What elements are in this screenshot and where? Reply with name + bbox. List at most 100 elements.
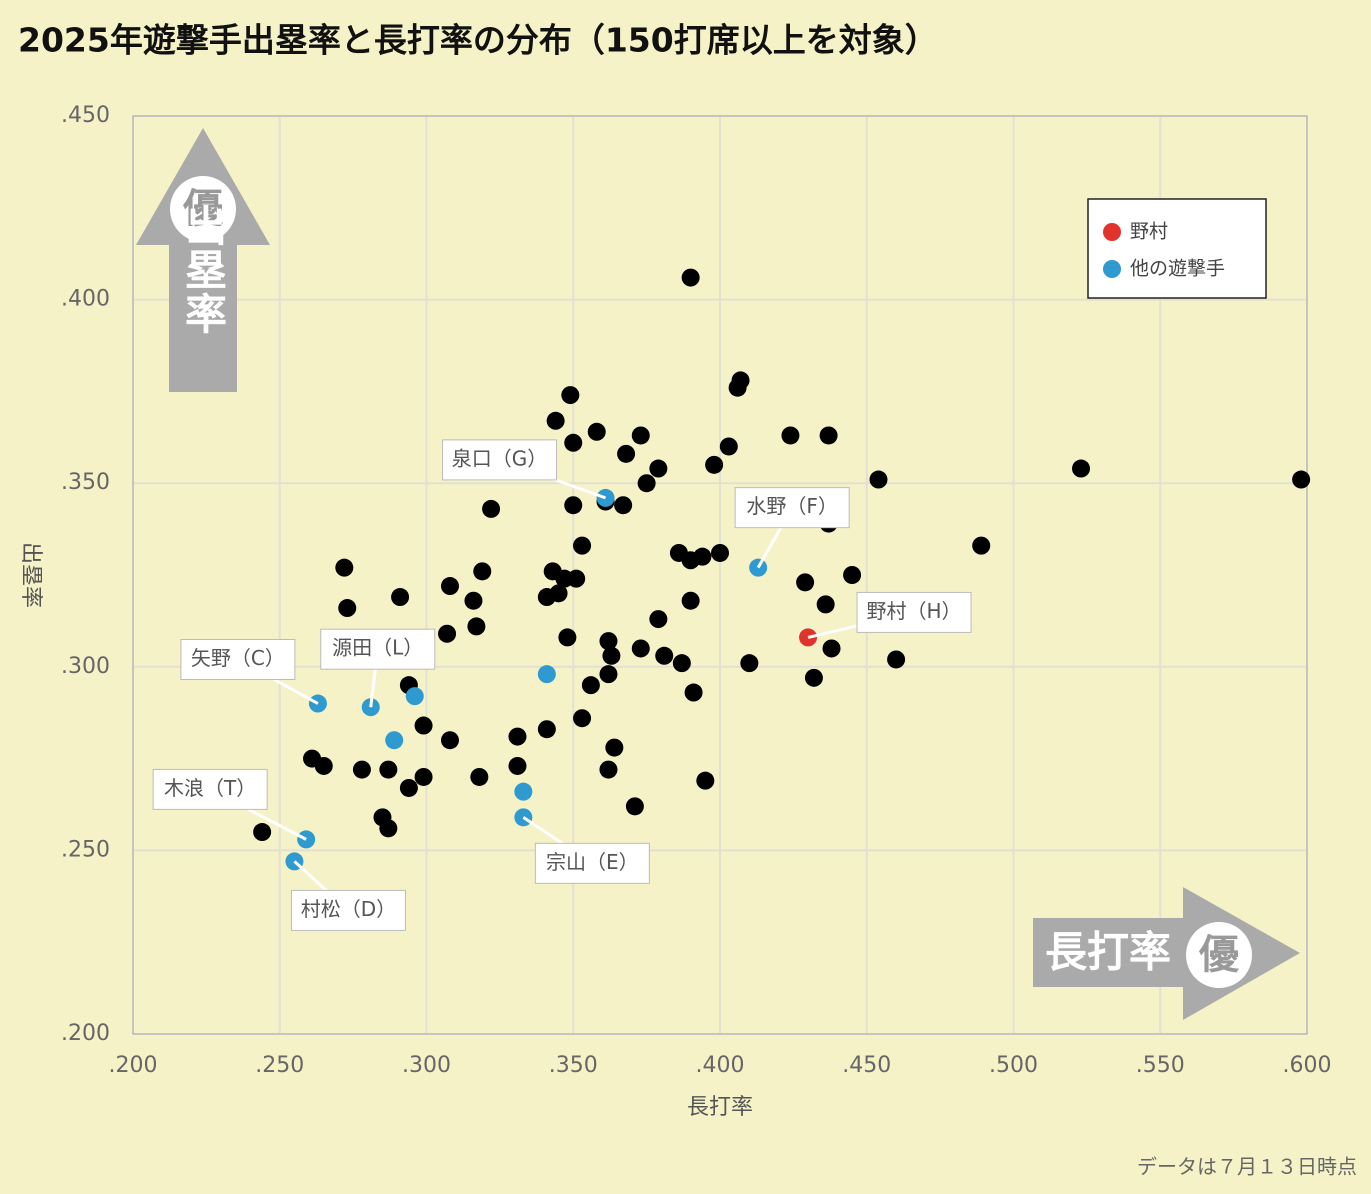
point — [887, 650, 906, 669]
point — [672, 654, 691, 673]
x-axis-label: 長打率 — [687, 1095, 753, 1120]
point — [537, 720, 556, 739]
point — [625, 797, 644, 816]
point — [508, 727, 527, 746]
x-badge: 優 — [1198, 932, 1240, 978]
y-tick-label: .250 — [61, 837, 110, 862]
callout-label: 宗山（E） — [546, 850, 639, 874]
point — [696, 771, 715, 790]
x-arrow-text: 長打率 — [1045, 928, 1171, 977]
x-tick-label: .400 — [696, 1053, 745, 1078]
x-badge-circle — [1186, 922, 1252, 988]
point — [440, 577, 459, 596]
point — [804, 668, 823, 687]
point — [599, 665, 618, 684]
callout-label: 泉口（G） — [452, 446, 548, 470]
point — [631, 639, 650, 658]
y-tick-label: .200 — [61, 1021, 110, 1046]
point — [614, 496, 633, 515]
point — [819, 426, 838, 445]
legend-label: 他の遊撃手 — [1130, 258, 1225, 280]
point — [599, 632, 618, 651]
callout-box — [290, 889, 406, 931]
point — [564, 496, 583, 515]
legend-box — [1087, 198, 1267, 299]
point — [602, 646, 621, 665]
callout-box — [442, 439, 558, 481]
point — [514, 782, 533, 801]
point — [740, 654, 759, 673]
point — [440, 731, 459, 750]
point — [561, 386, 580, 405]
point — [719, 437, 738, 456]
point — [637, 474, 656, 493]
point — [467, 617, 486, 636]
point — [705, 455, 724, 474]
x-tick-label: .200 — [109, 1053, 158, 1078]
y-tick-label: .350 — [61, 470, 110, 495]
point — [1292, 470, 1311, 489]
x-tick-label: .450 — [842, 1053, 891, 1078]
x-tick-label: .300 — [402, 1053, 451, 1078]
callout-box — [320, 628, 436, 670]
point — [843, 566, 862, 584]
point — [796, 573, 815, 592]
point — [470, 767, 489, 786]
point — [314, 756, 333, 775]
legend-label: 野村 — [1130, 221, 1168, 243]
point — [391, 588, 410, 607]
point — [464, 591, 483, 610]
y-tick-label: .300 — [61, 654, 110, 679]
point — [405, 687, 424, 706]
point — [693, 547, 712, 566]
x-arrow — [1033, 887, 1300, 1020]
point — [508, 756, 527, 775]
callout-label: 村松（D） — [301, 897, 396, 921]
point — [253, 823, 272, 842]
point — [379, 760, 398, 779]
callout-label: 水野（F） — [746, 494, 838, 518]
point — [438, 624, 457, 643]
point — [581, 676, 600, 695]
point — [649, 459, 668, 478]
callout-box — [152, 768, 268, 810]
point — [573, 709, 592, 728]
point — [558, 628, 577, 647]
point — [1072, 459, 1091, 478]
x-tick-label: .250 — [255, 1053, 304, 1078]
y-tick-label: .450 — [61, 103, 110, 128]
callouts: 泉口（G） 水野（F） 矢野（C） 源田（L） 宗山（E） 木浪（T） 村松（D） 野村（H） — [152, 439, 972, 931]
x-tick-label: .500 — [989, 1053, 1038, 1078]
point — [587, 422, 606, 441]
point — [537, 665, 556, 684]
point — [649, 610, 668, 629]
point — [972, 536, 991, 555]
note: データは７月１３日時点 — [1137, 1155, 1357, 1179]
callout-label: 木浪（T） — [164, 776, 256, 800]
y-tick-label: .400 — [61, 287, 110, 312]
point — [869, 470, 888, 489]
point — [822, 639, 841, 658]
y-badge-circle — [170, 176, 236, 242]
x-tick-label: .600 — [1283, 1053, 1332, 1078]
point — [564, 433, 583, 452]
plot-frame — [132, 115, 1308, 1035]
point — [573, 536, 592, 555]
callout-label: 矢野（C） — [191, 646, 285, 670]
callout-box — [734, 487, 850, 529]
point — [399, 778, 418, 797]
point — [546, 411, 565, 430]
point — [385, 731, 404, 750]
point — [414, 716, 433, 735]
y-arrow-text: 出塁率 — [179, 204, 228, 336]
points — [253, 268, 1311, 871]
point — [414, 767, 433, 786]
point — [728, 378, 747, 397]
legend-marker — [1103, 260, 1121, 278]
x-tick-label: .550 — [1136, 1053, 1185, 1078]
point — [549, 584, 568, 603]
point — [655, 646, 674, 665]
